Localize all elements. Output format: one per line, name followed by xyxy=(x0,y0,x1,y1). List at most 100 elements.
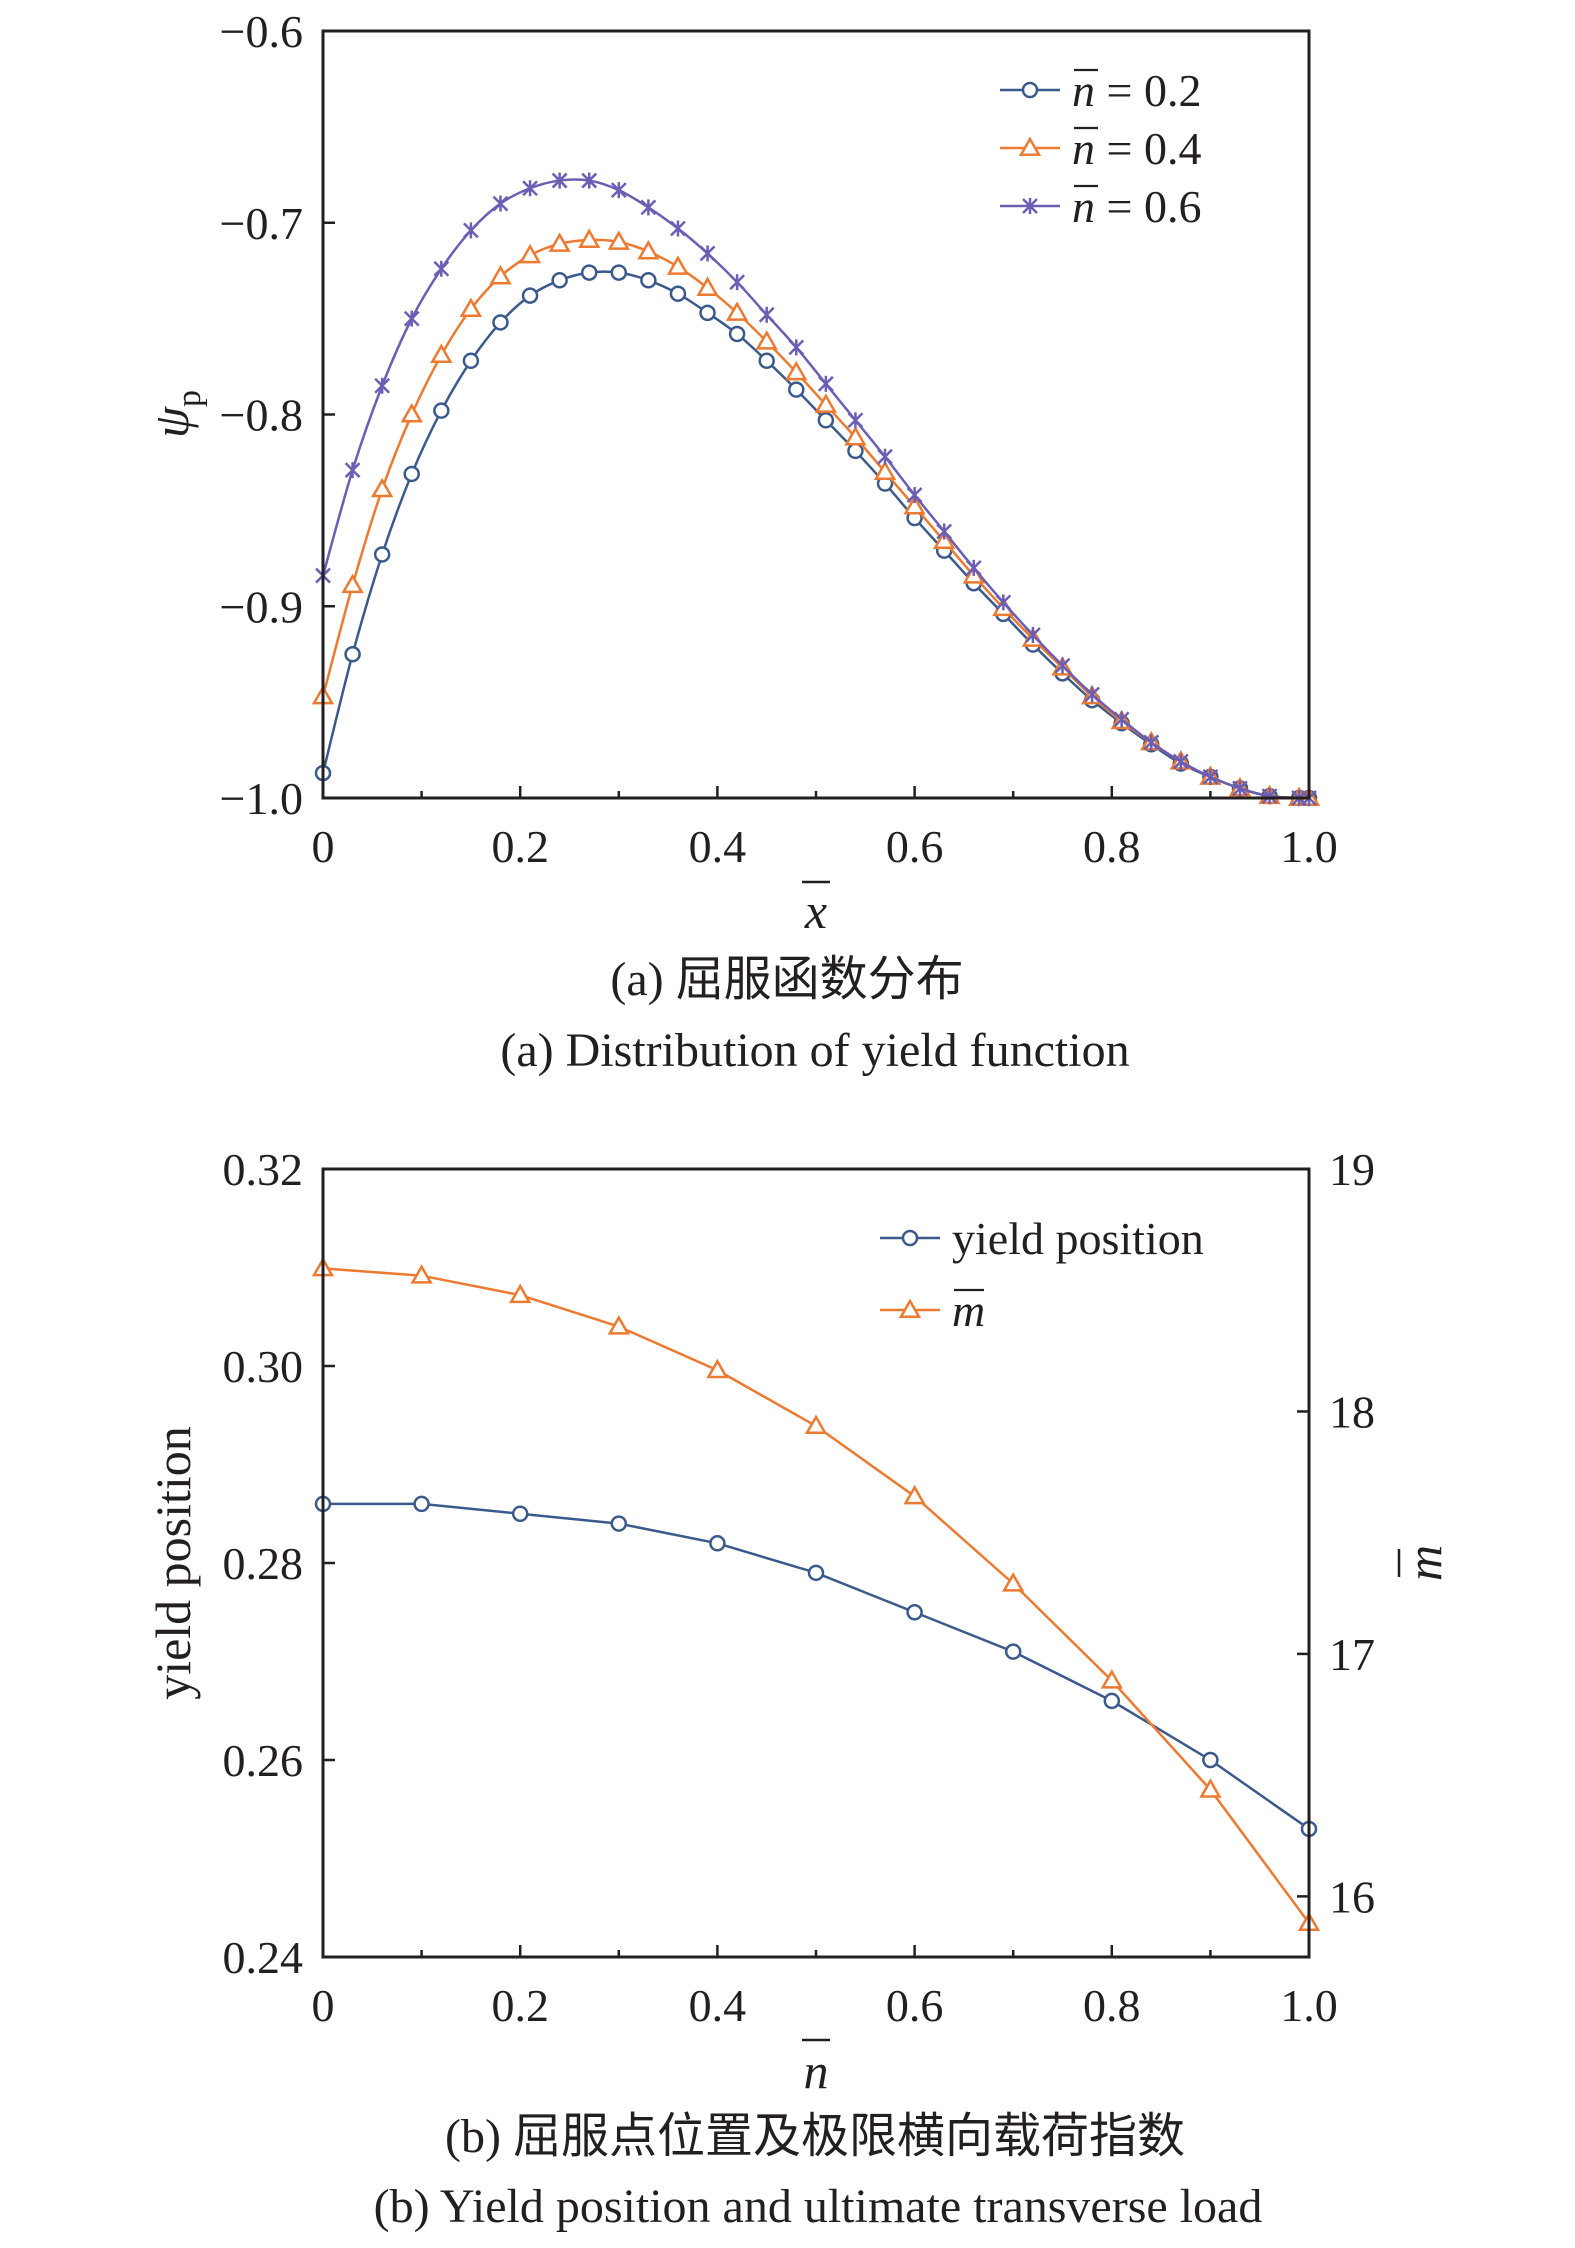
series-triangle-marker-6 xyxy=(903,1484,926,1505)
series-star-marker-7 xyxy=(522,180,538,197)
series-triangle xyxy=(311,1256,1321,1932)
series-triangle-marker-1 xyxy=(341,573,364,594)
series-circle-line xyxy=(323,1502,1310,1830)
series-triangle-marker-9 xyxy=(1199,1778,1222,1798)
series-star-marker-28 xyxy=(1143,734,1160,751)
chart-b-xlabel-text: n xyxy=(804,2043,829,2099)
series-circle-marker-9 xyxy=(580,264,598,281)
chart-a-caption-cn: (a) 屈服函数分布 xyxy=(610,953,963,1006)
series-star-marker-32 xyxy=(1261,788,1278,805)
series-circle-marker-9 xyxy=(1202,1751,1219,1769)
series-star-marker-13 xyxy=(699,245,716,262)
chart-b-y-axis-label: yield position xyxy=(145,1426,201,1700)
legend-marker-legend xyxy=(1018,136,1042,156)
legend-marker-legend xyxy=(1021,81,1039,99)
series-triangle-marker-11 xyxy=(637,239,660,260)
series-triangle-marker-2 xyxy=(371,477,394,498)
series-circle-marker-2 xyxy=(511,1505,529,1522)
y-tick-label: −0.9 xyxy=(220,581,303,632)
chart-b-plot-frame xyxy=(321,1167,1311,1959)
x-tick-label: 0.4 xyxy=(689,1980,747,2031)
series-triangle-marker-18 xyxy=(844,425,867,446)
series-circle-marker-16 xyxy=(788,381,805,398)
series-circle-marker-8 xyxy=(551,272,568,289)
series-circle-marker-3 xyxy=(610,1515,628,1532)
series-star-marker-27 xyxy=(1113,711,1130,728)
series-triangle-line xyxy=(321,238,1310,800)
chart-a-ticks: 0 0.2 0.4 0.6 0.8 1.0 −0.6 −0.7 −0.8 −0.9 −1.0 xyxy=(220,6,1338,872)
x-tick-label: 0.6 xyxy=(886,1980,944,2031)
y-tick-label: −1.0 xyxy=(220,773,303,824)
series-triangle-marker-19 xyxy=(873,460,897,481)
series-triangle-marker-13 xyxy=(696,276,719,296)
series-triangle-marker-4 xyxy=(430,343,453,364)
chart-a-series xyxy=(311,172,1321,807)
chart-b-caption-cn: (b) 屈服点位置及极限横向载荷指数 xyxy=(445,2110,1185,2163)
series-star-marker-15 xyxy=(758,306,775,323)
x-tick-label: 0.8 xyxy=(1083,821,1141,872)
legend-label: n = 0.2 xyxy=(1072,65,1201,116)
series-star-marker-30 xyxy=(1202,768,1219,785)
chart-b: 0 0.2 0.4 0.6 0.8 1.0 0.32 0.30 0.28 0.26 0.24 19 18… xyxy=(145,1144,1452,2233)
series-circle-marker-13 xyxy=(699,304,716,322)
series-star-marker-31 xyxy=(1232,780,1248,797)
series-star-marker-18 xyxy=(847,412,864,429)
chart-a-ylabel-text: ψp xyxy=(143,390,208,438)
series-triangle-marker-10 xyxy=(607,230,630,250)
chart-a-x-axis-label: x xyxy=(802,880,830,939)
y-tick-label: −0.7 xyxy=(220,198,303,249)
series-star-marker-3 xyxy=(403,310,420,327)
y2-tick-label: 17 xyxy=(1329,1629,1375,1680)
series-triangle-marker-16 xyxy=(785,360,808,381)
legend-item: n = 0.6 xyxy=(1000,181,1201,232)
series-star-line xyxy=(321,178,1310,800)
y2-tick-label: 16 xyxy=(1329,1871,1375,1922)
chart-a: 0 0.2 0.4 0.6 0.8 1.0 −0.6 −0.7 −0.8 −0.9 −1.0 x ψ… xyxy=(143,6,1338,1077)
y-tick-label: 0.32 xyxy=(223,1144,304,1195)
legend-label: n = 0.4 xyxy=(1072,123,1201,174)
series-triangle-marker-4 xyxy=(706,1358,729,1379)
y2-tick-label: 19 xyxy=(1329,1144,1375,1195)
series-triangle-marker-8 xyxy=(548,232,571,252)
series-star-marker-11 xyxy=(640,199,657,216)
x-tick-label: 0 xyxy=(312,821,335,872)
chart-b-x-axis-label: n xyxy=(802,2038,830,2099)
series-triangle-line xyxy=(322,1267,1311,1924)
series-circle-marker-7 xyxy=(521,287,539,304)
series-triangle-marker-20 xyxy=(903,495,926,515)
series-star-marker-5 xyxy=(463,222,479,239)
chart-a-plot-frame xyxy=(321,29,1311,800)
series-star-marker-2 xyxy=(374,377,391,394)
legend-marker-legend xyxy=(901,1229,919,1247)
series-triangle-marker-3 xyxy=(400,402,423,423)
series-circle-marker-12 xyxy=(669,285,687,302)
series-star-marker-6 xyxy=(492,195,509,212)
series-star-marker-9 xyxy=(581,172,598,189)
x-tick-label: 0 xyxy=(312,1980,335,2031)
series-circle-marker-1 xyxy=(344,645,361,663)
legend-item: n = 0.4 xyxy=(1000,123,1201,174)
y-tick-label: 0.24 xyxy=(223,1932,304,1983)
legend-marker-legend xyxy=(898,1298,922,1318)
series-triangle xyxy=(311,228,1321,806)
y-tick-label: 0.28 xyxy=(223,1538,304,1589)
series-star-marker-10 xyxy=(610,182,627,199)
series-star-marker-24 xyxy=(1025,627,1041,644)
x-tick-label: 0.6 xyxy=(886,821,944,872)
x-tick-label: 0.4 xyxy=(689,821,747,872)
series-triangle-marker-5 xyxy=(804,1414,828,1435)
legend-item: n = 0.2 xyxy=(1000,65,1201,116)
chart-b-series xyxy=(311,1256,1321,1932)
chart-b-y2label-text: m xyxy=(1396,1545,1452,1581)
series-star-marker-19 xyxy=(877,448,893,465)
chart-b-legend: yield position m xyxy=(880,1213,1204,1336)
y-tick-label: 0.26 xyxy=(223,1735,304,1786)
series-triangle-marker-15 xyxy=(755,330,778,350)
legend-label: n = 0.6 xyxy=(1072,181,1201,232)
series-star-marker-25 xyxy=(1054,657,1071,674)
series-star-marker-26 xyxy=(1084,686,1100,703)
series-triangle-marker-5 xyxy=(459,297,483,318)
series-circle-marker-3 xyxy=(403,465,420,483)
series-star-marker-16 xyxy=(788,339,805,356)
